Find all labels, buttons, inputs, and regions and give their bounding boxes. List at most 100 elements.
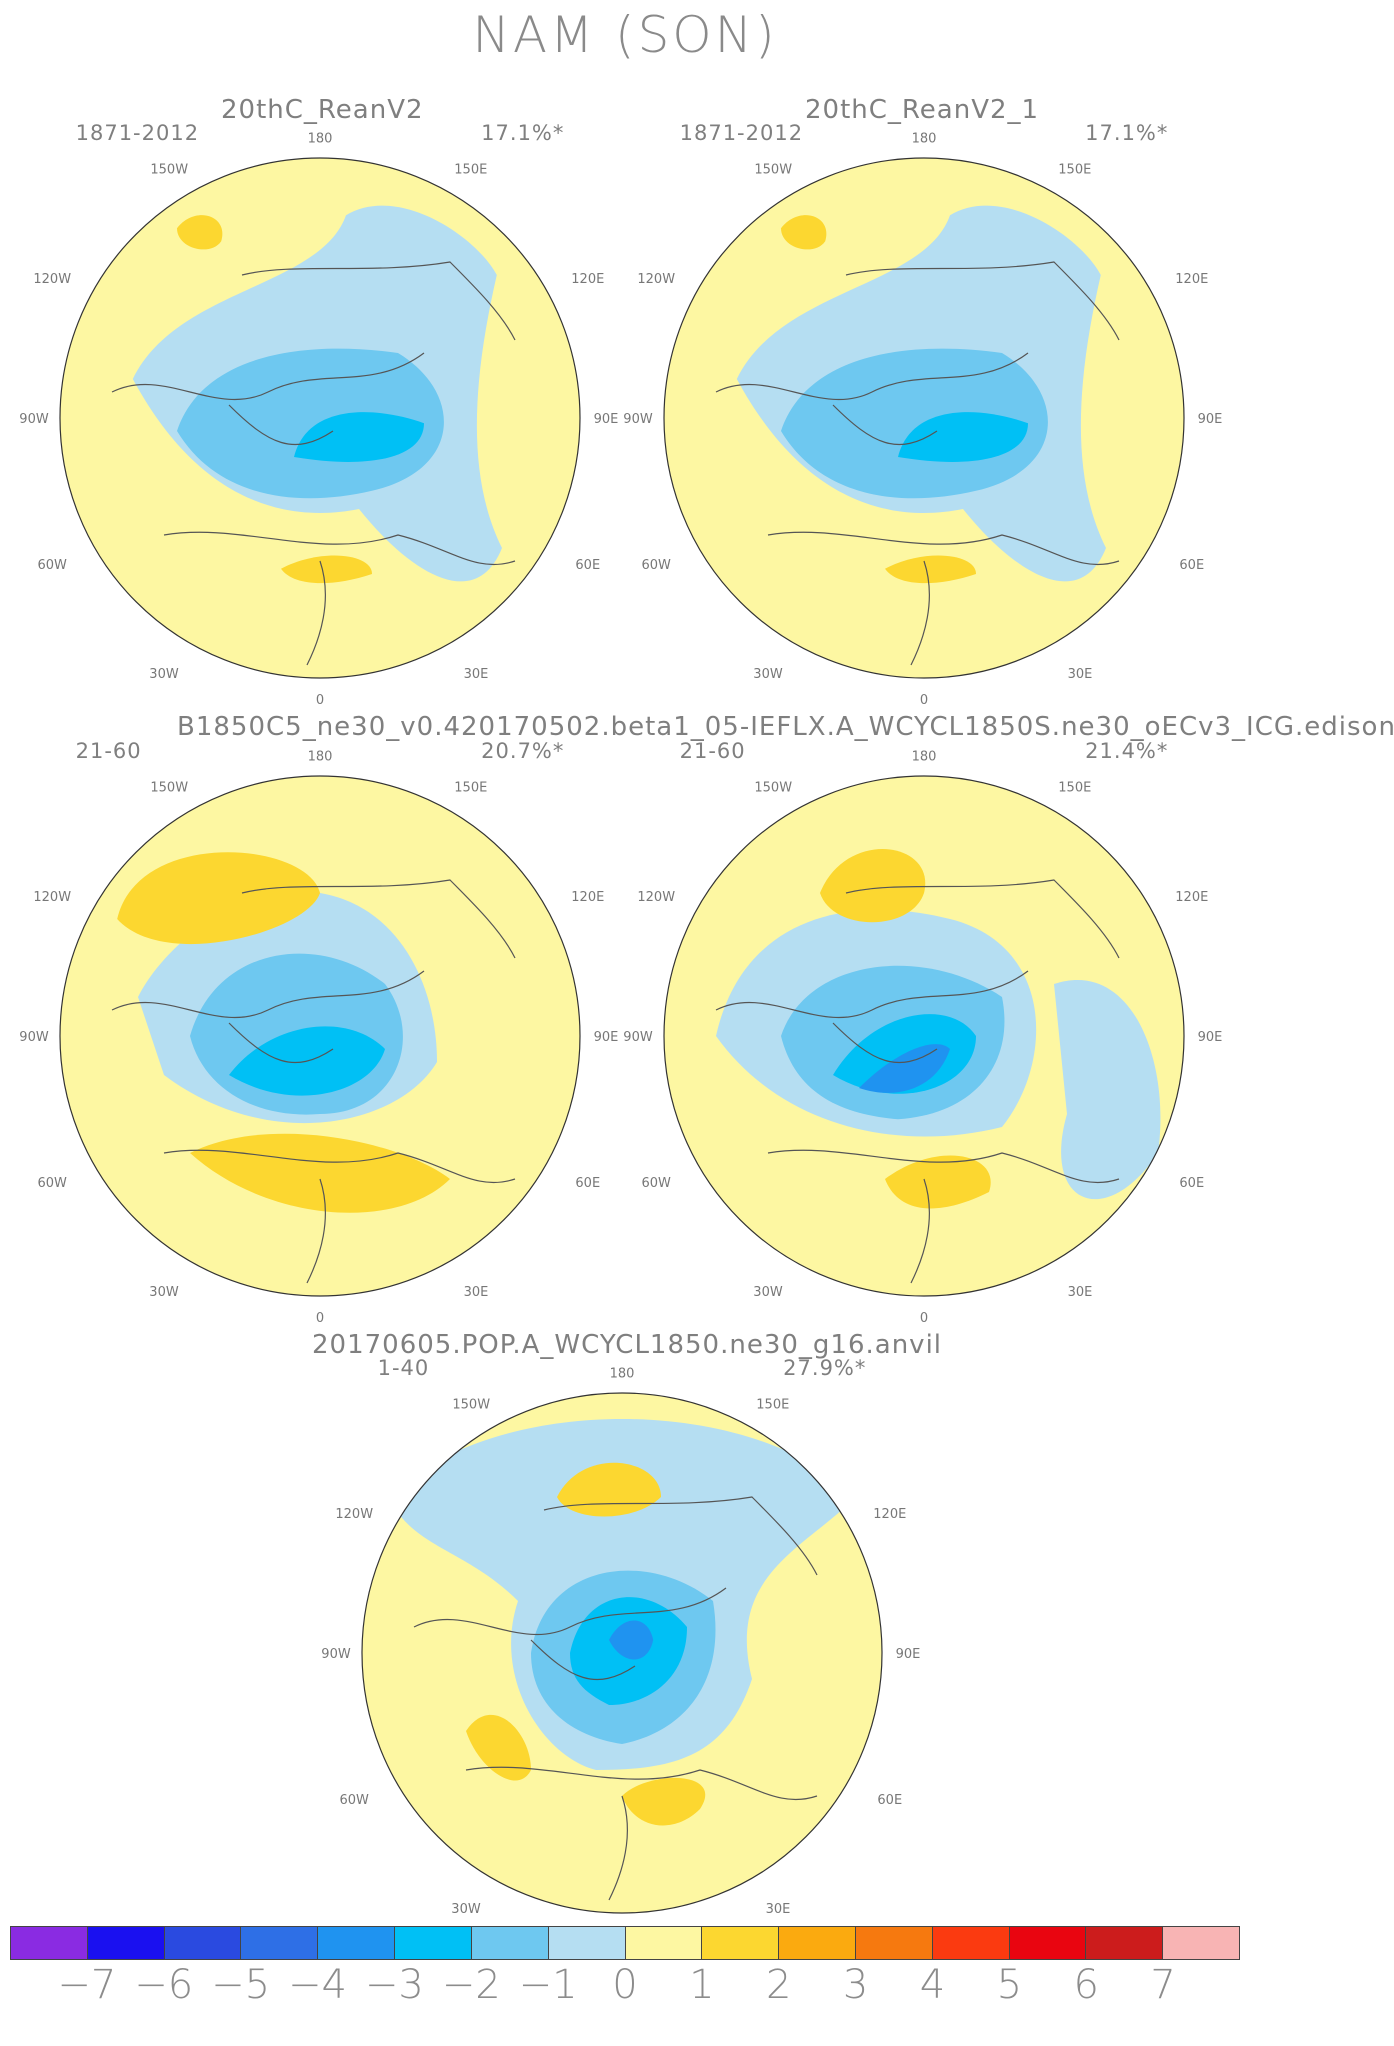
variance-label: 27.9%* — [783, 1356, 866, 1380]
longitude-label: 120E — [873, 1507, 906, 1522]
longitude-label: 120W — [637, 272, 675, 287]
longitude-label: 90W — [623, 412, 653, 427]
longitude-label: 60E — [575, 558, 600, 573]
longitude-label: 90W — [321, 1647, 351, 1662]
colorbar-tick-label: 2 — [766, 1962, 792, 2008]
colorbar-tick-label: −3 — [364, 1962, 424, 2008]
contour-region-pos_1 — [117, 852, 320, 945]
map-panel-5: 180090W90E120W150W150E120E60W30W30E60E1-… — [292, 1323, 952, 1983]
contour-region-neg_2 — [177, 348, 444, 499]
period-label: 1871-2012 — [76, 121, 199, 145]
longitude-label: 90E — [594, 1030, 619, 1045]
longitude-label: 30E — [1068, 1285, 1093, 1300]
contour-region-neg_3 — [898, 412, 1028, 462]
colorbar-segment — [471, 1927, 549, 1959]
longitude-label: 0 — [316, 1311, 324, 1326]
coastline — [715, 970, 1029, 1019]
coastline — [111, 970, 425, 1019]
longitude-label: 60W — [37, 558, 67, 573]
longitude-label: 150W — [754, 781, 792, 796]
period-label: 21-60 — [680, 739, 746, 763]
period-label: 1871-2012 — [680, 121, 803, 145]
longitude-label: 150W — [150, 163, 188, 178]
coastline — [306, 560, 326, 666]
longitude-label: 150E — [454, 163, 487, 178]
longitude-label: 180 — [610, 1366, 635, 1381]
longitude-label: 60E — [575, 1176, 600, 1191]
contour-region-neg_3 — [294, 412, 424, 462]
longitude-label: 30W — [451, 1902, 481, 1917]
longitude-label: 90W — [623, 1030, 653, 1045]
coastline — [111, 352, 425, 401]
colorbar-tick-label: 6 — [1073, 1962, 1099, 2008]
map-boundary — [59, 775, 581, 1297]
polar-map: 180 0 90W 90E 120W 150W 150E 120E 60W 30W 30E 60E 18… — [623, 121, 1223, 708]
colorbar-tick-label: −4 — [288, 1962, 347, 2008]
colorbar-segment — [241, 1927, 319, 1959]
longitude-label: 180 — [308, 131, 333, 146]
longitude-label: 150W — [452, 1398, 490, 1413]
longitude-label: 30E — [766, 1902, 791, 1917]
longitude-label: 90E — [594, 412, 619, 427]
longitude-label: 150E — [1058, 163, 1091, 178]
figure-title: NAM (SON) — [472, 6, 778, 64]
colorbar-segment — [932, 1927, 1010, 1959]
longitude-label: 30W — [753, 667, 783, 682]
colorbar-tick-label: 1 — [689, 1962, 715, 2008]
colorbar-segment — [548, 1927, 626, 1959]
colorbar-segment — [625, 1927, 703, 1959]
longitude-label: 0 — [920, 1311, 928, 1326]
longitude-label: 150E — [756, 1398, 789, 1413]
colorbar-tick-label: 0 — [612, 1962, 638, 2008]
coastline — [832, 404, 938, 446]
variance-label: 17.1%* — [481, 121, 564, 145]
colorbar-tick-label: 4 — [919, 1962, 946, 2008]
colorbar-tick-label: 7 — [1150, 1962, 1176, 2008]
coastline — [910, 1178, 930, 1284]
colorbar-tick-label: −6 — [134, 1962, 194, 2008]
contour-region-pos_1 — [622, 1777, 706, 1826]
coastline — [228, 404, 334, 446]
colorbar-tick-label: 5 — [996, 1962, 1023, 2008]
longitude-label: 60E — [1179, 1176, 1204, 1191]
map-panel-4: 180 0 90W 90E 120W 150W 150E 120E 60W 30W 30E 60E 21… — [594, 706, 1254, 1366]
longitude-label: 90E — [1198, 1030, 1223, 1045]
longitude-label: 120E — [571, 272, 604, 287]
contour-region-pos_1 — [820, 848, 926, 923]
longitude-label: 120E — [571, 890, 604, 905]
coastline — [306, 1178, 326, 1284]
longitude-label: 180 — [912, 749, 937, 764]
longitude-label: 60E — [877, 1793, 902, 1808]
longitude-label: 60W — [339, 1793, 369, 1808]
polar-map: 180090W90E120W150W150E120E60W30W30E60E1-… — [321, 1356, 920, 1943]
longitude-label: 90E — [1198, 412, 1223, 427]
coastline — [767, 1149, 1120, 1184]
colorbar-labels: −7 −6 −5 −4 −3 −2 −1 0 1 2 3 4 5 6 7 — [10, 1962, 1240, 2022]
longitude-label: 150E — [454, 781, 487, 796]
colorbar-segment — [702, 1927, 780, 1959]
polar-map: 180 0 90W 90E 120W 150W 150E 120E 60W 30W 30E 60E 18… — [19, 121, 619, 708]
longitude-label: 30E — [464, 667, 489, 682]
coastline — [163, 1149, 516, 1184]
panel-title-obs-1: 20thC_ReanV2 — [221, 95, 424, 125]
longitude-label: 30W — [149, 667, 179, 682]
longitude-label: 150E — [1058, 781, 1091, 796]
polar-map: 180 0 90W 90E 120W 150W 150E 120E 60W 30W 30E 60E 21… — [19, 739, 619, 1326]
coastline — [543, 1496, 818, 1576]
longitude-label: 90W — [19, 1030, 49, 1045]
map-boundary — [663, 775, 1185, 1297]
period-label: 21-60 — [76, 739, 142, 763]
coastline — [715, 352, 1029, 401]
colorbar-segment — [318, 1927, 396, 1959]
colorbar-segment — [779, 1927, 856, 1959]
longitude-label: 0 — [316, 693, 324, 708]
coastline — [832, 1022, 938, 1064]
coastline — [163, 531, 516, 566]
colorbar-segment — [395, 1927, 472, 1959]
coastline — [241, 879, 516, 959]
variance-label: 21.4%* — [1085, 739, 1168, 763]
coastline — [845, 261, 1120, 341]
section-title-model-2: 20170605.POP.A_WCYCL1850.ne30_g16.anvil — [312, 1330, 943, 1360]
coastline — [465, 1766, 818, 1801]
contour-region-neg_4 — [859, 1044, 950, 1093]
